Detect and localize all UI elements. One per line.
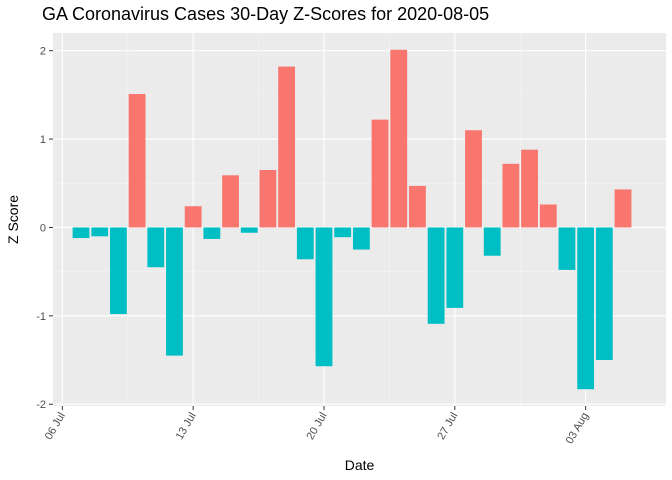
y-axis: -2 -1 0 1 2 xyxy=(36,46,53,411)
bar-2020-07-07 xyxy=(72,227,90,239)
x-tick-label: 03 Aug xyxy=(564,411,592,447)
bar-2020-07-31 xyxy=(521,149,538,228)
bar-2020-07-22 xyxy=(352,227,370,250)
bar-2020-07-28 xyxy=(465,130,482,228)
bar-2020-08-03 xyxy=(577,227,595,390)
bar-2020-07-10 xyxy=(128,93,146,228)
bar-2020-07-20 xyxy=(315,227,333,367)
bar-2020-07-30 xyxy=(502,163,520,228)
bar-2020-07-17 xyxy=(259,170,277,228)
bar-2020-08-05 xyxy=(614,189,632,228)
y-tick-label: 2 xyxy=(40,46,46,58)
y-tick-label: -2 xyxy=(36,399,46,411)
y-tick-label: -1 xyxy=(36,311,46,323)
chart-title: GA Coronavirus Cases 30-Day Z-Scores for… xyxy=(42,4,490,24)
x-tick-label: 27 Jul xyxy=(435,411,460,442)
bar-2020-07-18 xyxy=(278,66,296,228)
bar-2020-07-11 xyxy=(147,227,165,268)
bar-2020-08-04 xyxy=(595,227,613,361)
bar-2020-07-27 xyxy=(446,227,464,308)
bar-2020-07-15 xyxy=(222,175,239,228)
grid-minor xyxy=(53,33,666,406)
x-tick-label: 13 Jul xyxy=(174,411,199,442)
bar-2020-07-16 xyxy=(240,227,258,233)
bar-2020-07-14 xyxy=(203,227,221,239)
bar-2020-07-25 xyxy=(409,185,426,228)
x-tick-label: 06 Jul xyxy=(43,411,68,442)
bar-2020-07-24 xyxy=(390,49,408,228)
bar-2020-08-02 xyxy=(558,227,576,270)
x-axis: 06 Jul 13 Jul 20 Jul 27 Jul 03 Aug xyxy=(43,406,591,446)
bar-2020-07-13 xyxy=(184,206,202,228)
bars xyxy=(72,49,632,390)
grid-major xyxy=(53,33,666,406)
bar-2020-08-01 xyxy=(539,204,557,228)
y-axis-title: Z Score xyxy=(5,195,21,244)
y-tick-label: 0 xyxy=(40,222,46,234)
bar-2020-07-29 xyxy=(483,227,501,256)
bar-2020-07-12 xyxy=(166,227,183,356)
y-tick-label: 1 xyxy=(40,134,46,146)
bar-2020-07-26 xyxy=(427,227,445,324)
bar-2020-07-21 xyxy=(334,227,352,238)
x-tick-label: 20 Jul xyxy=(305,411,330,442)
x-axis-title: Date xyxy=(345,457,375,473)
bar-2020-07-09 xyxy=(110,227,127,315)
bar-2020-07-08 xyxy=(91,227,109,237)
bar-2020-07-19 xyxy=(296,227,314,260)
bar-2020-07-23 xyxy=(371,119,389,228)
